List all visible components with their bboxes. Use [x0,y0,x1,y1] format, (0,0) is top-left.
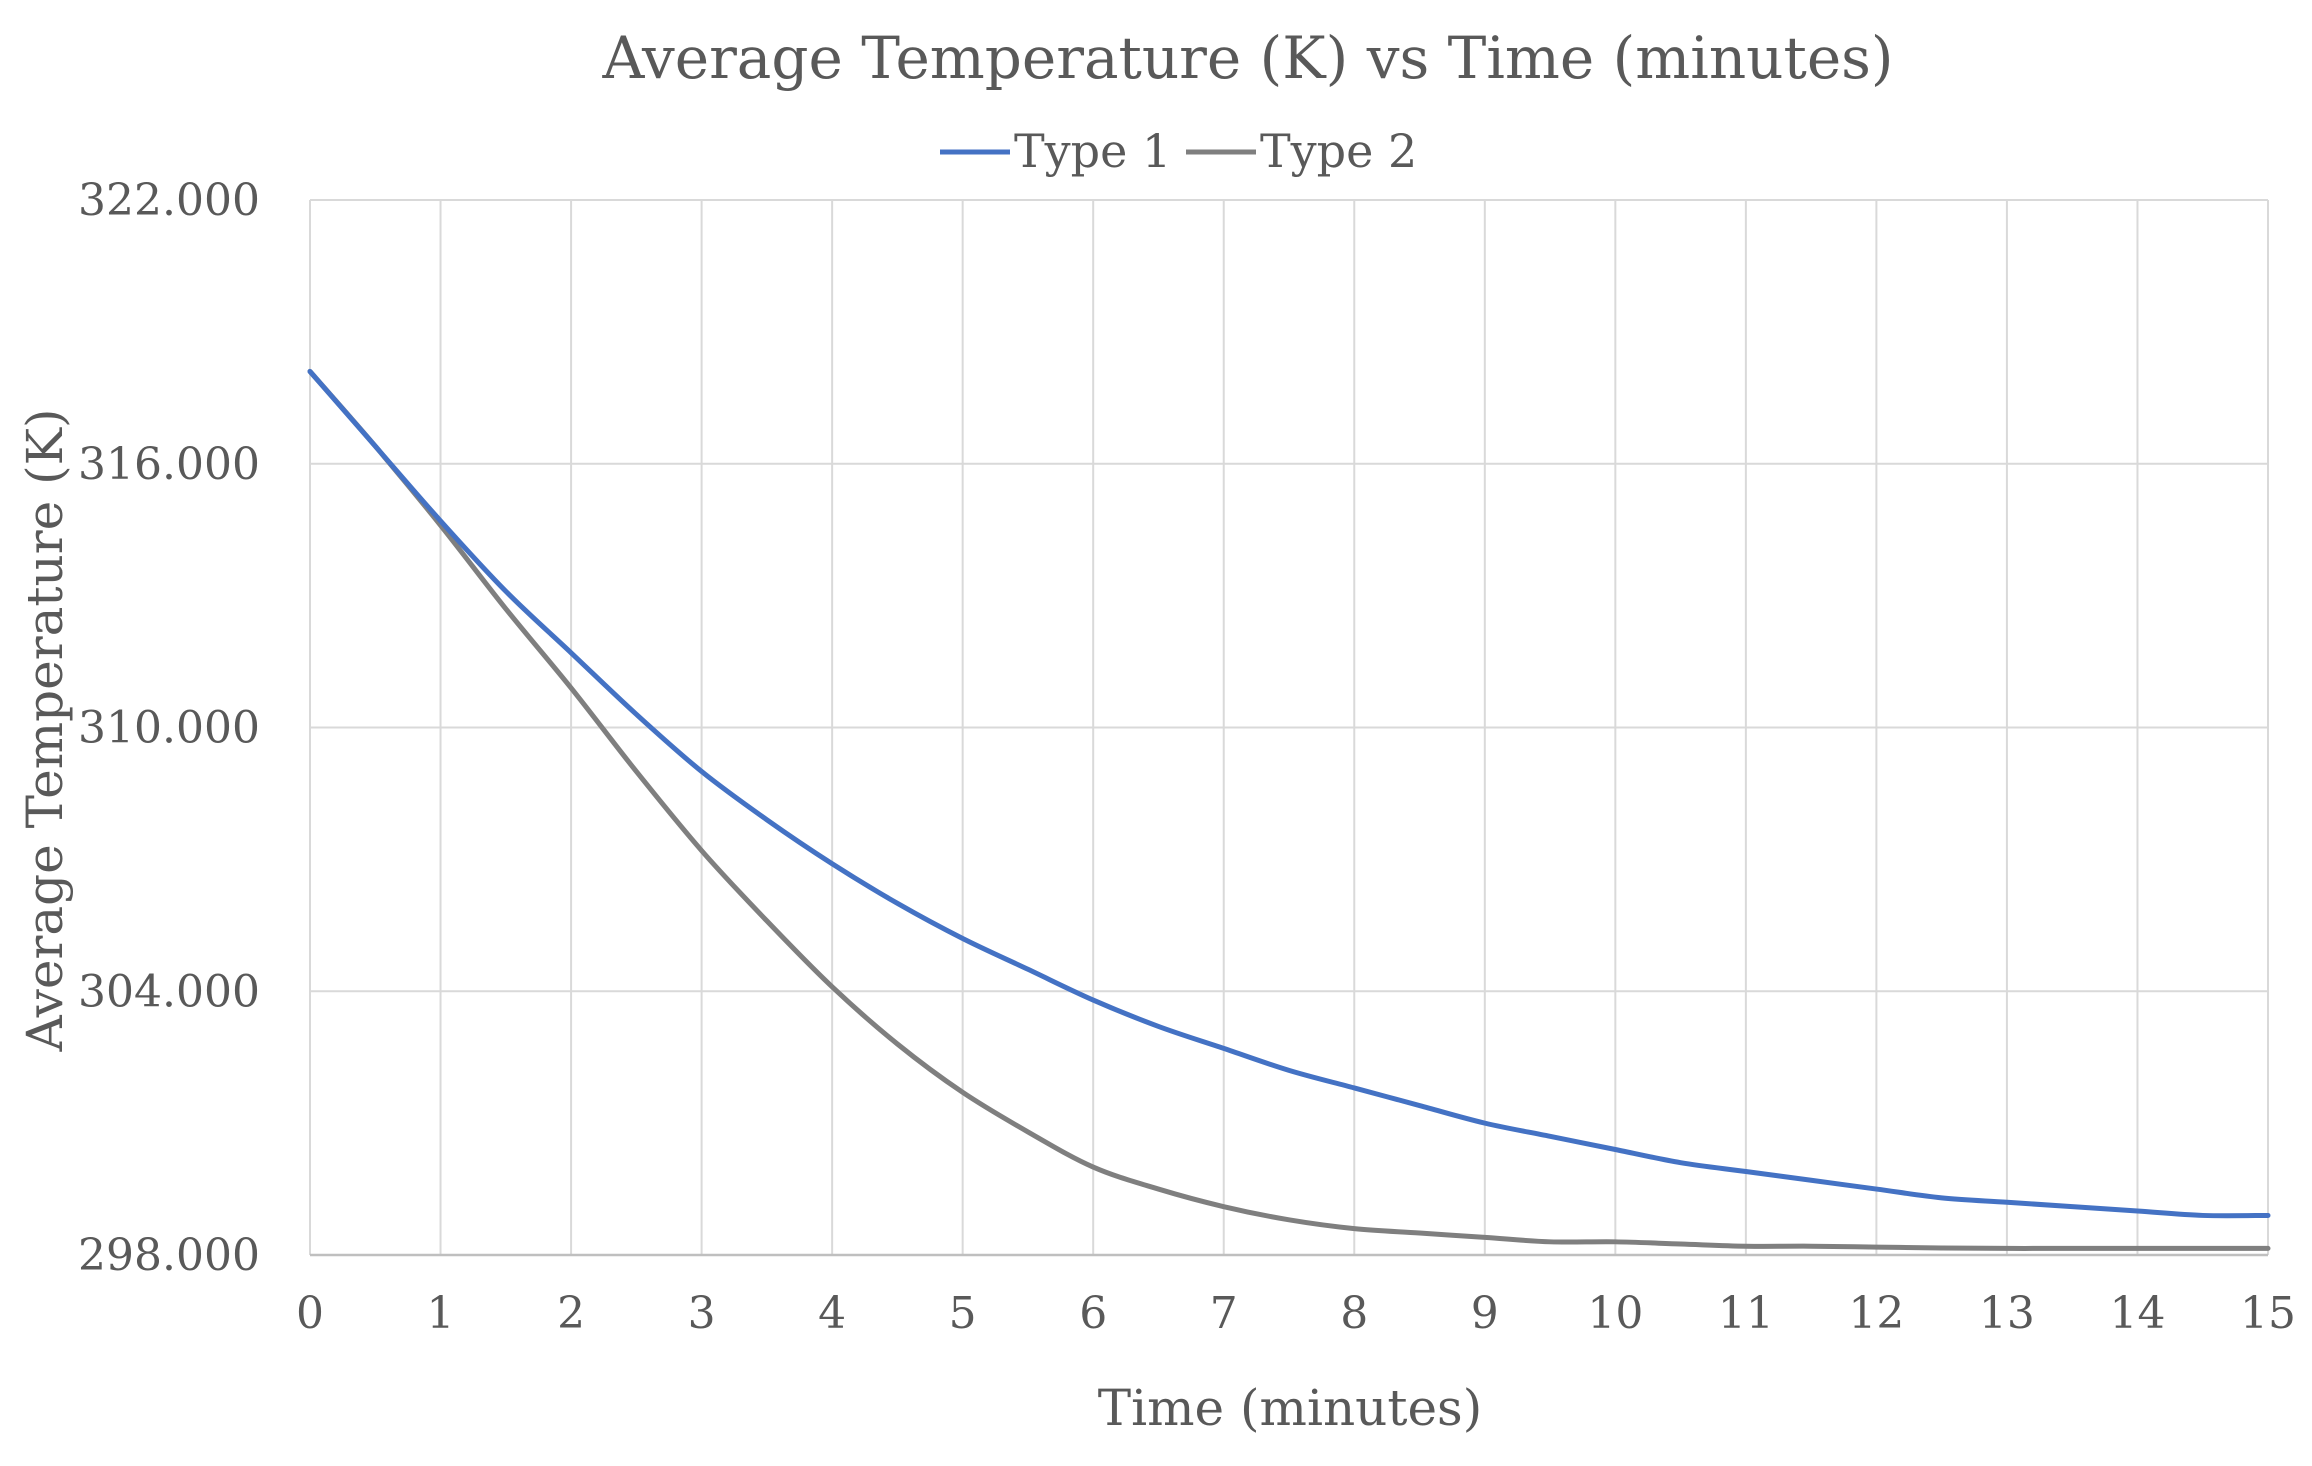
y-tick-label: 316.000 [78,439,260,490]
x-tick-label: 3 [688,1288,716,1339]
legend-label-type-2: Type 2 [1260,124,1417,178]
x-tick-label: 2 [557,1288,585,1339]
series-line-type-1 [307,368,2271,1219]
x-tick-label: 14 [2109,1288,2165,1339]
x-tick-label: 12 [1848,1288,1904,1339]
legend: Type 1 Type 2 [940,124,1417,178]
x-tick-label: 6 [1079,1288,1107,1339]
y-tick-label: 304.000 [78,966,260,1017]
x-tick-label: 1 [427,1288,455,1339]
grid [309,199,2269,1257]
y-tick-label: 310.000 [78,703,260,754]
x-tick-label: 7 [1210,1288,1238,1339]
x-axis-tick-labels: 0 1 2 3 4 5 6 7 8 9 10 11 12 13 14 15 [296,1288,2296,1339]
x-tick-label: 4 [818,1288,846,1339]
x-axis-title: Time (minutes) [1098,1379,1482,1437]
series-lines [307,368,2271,1251]
x-tick-label: 0 [296,1288,324,1339]
y-axis-title: Average Temperature (K) [16,409,74,1053]
x-tick-label: 9 [1471,1288,1499,1339]
y-tick-label: 322.000 [78,175,260,226]
y-axis-tick-labels: 298.000 304.000 310.000 316.000 322.000 [78,175,260,1281]
legend-label-type-1: Type 1 [1014,124,1171,178]
x-tick-label: 15 [2240,1288,2296,1339]
series-line-type-2 [307,368,2271,1251]
x-tick-label: 11 [1718,1288,1774,1339]
chart-title: Average Temperature (K) vs Time (minutes… [601,24,1893,92]
x-tick-label: 10 [1587,1288,1643,1339]
x-tick-label: 8 [1340,1288,1368,1339]
x-tick-label: 13 [1979,1288,2035,1339]
y-tick-label: 298.000 [78,1230,260,1281]
x-tick-label: 5 [949,1288,977,1339]
